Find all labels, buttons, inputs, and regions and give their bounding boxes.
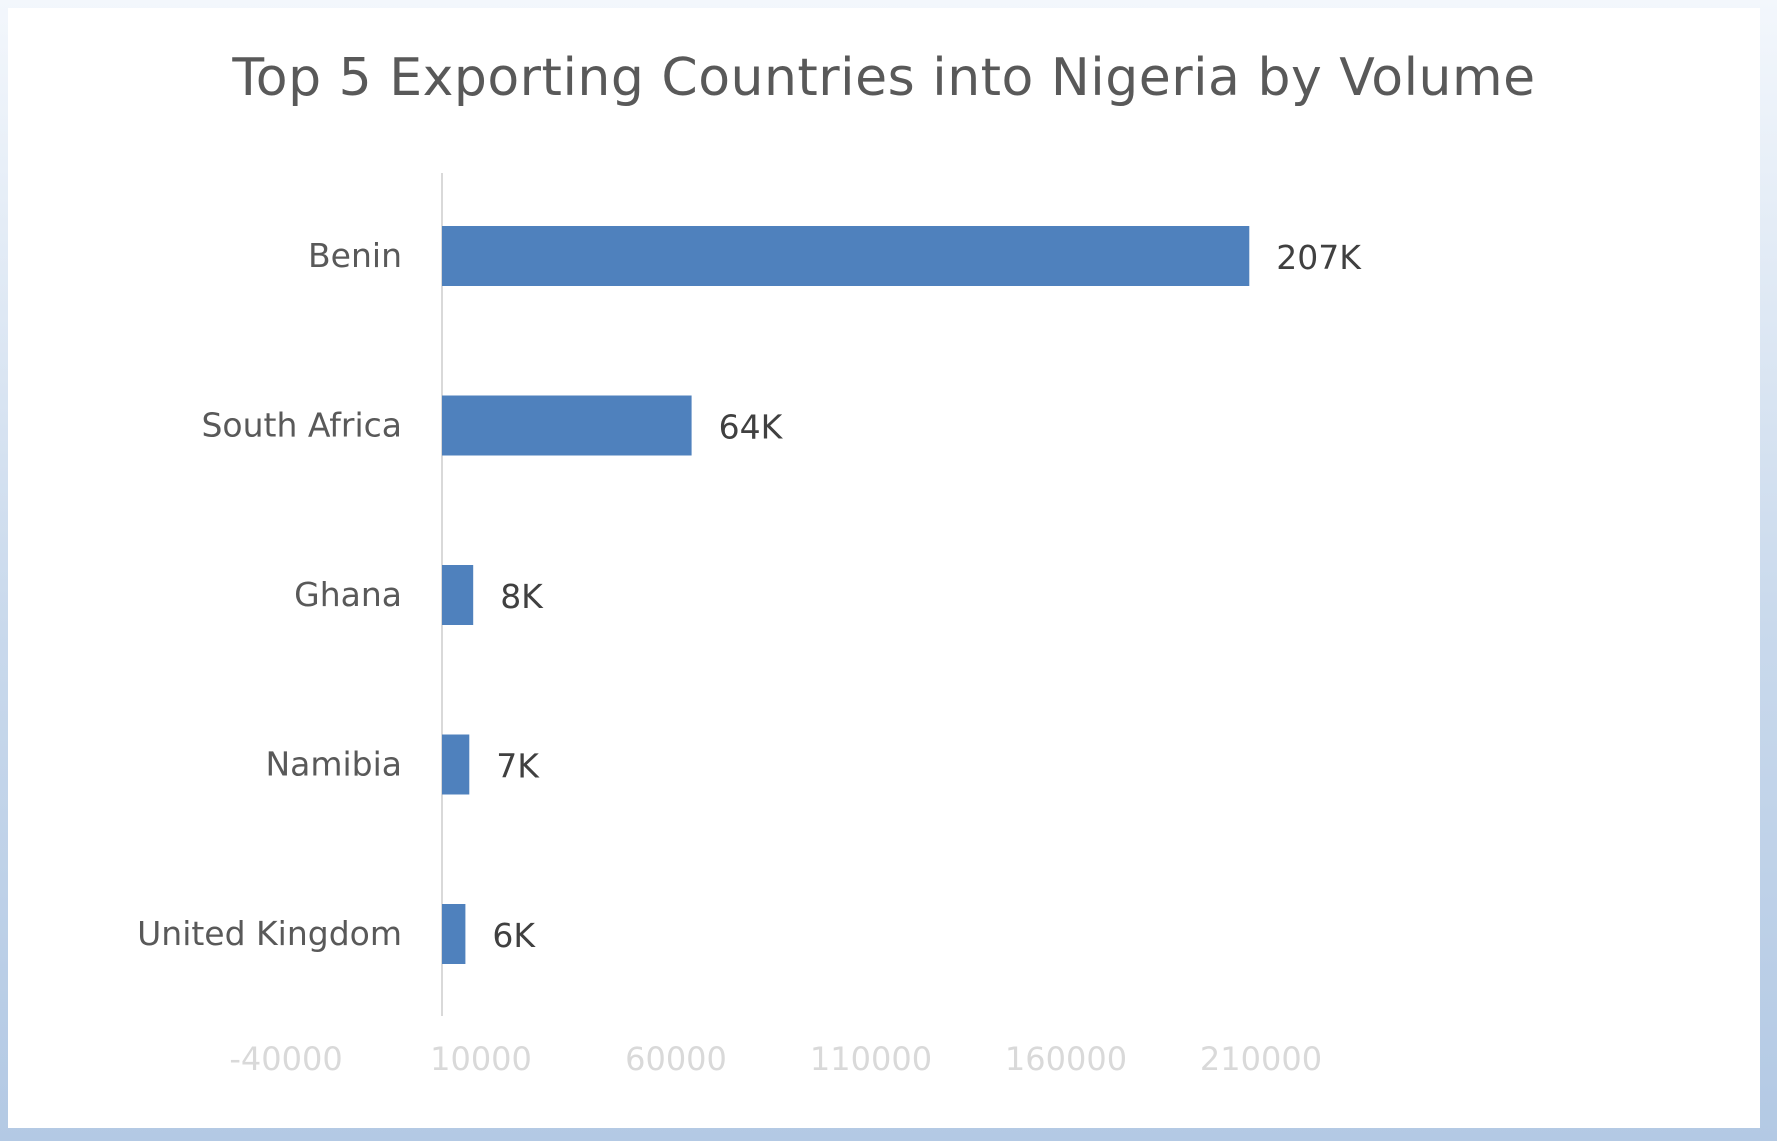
x-tick-label: 160000 bbox=[1005, 1040, 1127, 1078]
x-tick-label: 60000 bbox=[625, 1040, 727, 1078]
chart-title: Top 5 Exporting Countries into Nigeria b… bbox=[232, 48, 1536, 108]
category-label: South Africa bbox=[201, 406, 402, 445]
data-label: 7K bbox=[496, 747, 540, 786]
bar-benin bbox=[442, 226, 1250, 286]
bar-south-africa bbox=[442, 395, 692, 456]
category-label: United Kingdom bbox=[137, 914, 402, 953]
data-label: 207K bbox=[1276, 238, 1362, 277]
category-label: Namibia bbox=[265, 745, 402, 784]
category-label: Benin bbox=[308, 236, 402, 275]
bar-united-kingdom bbox=[442, 904, 466, 964]
data-label: 64K bbox=[719, 408, 784, 447]
chart-frame: Top 5 Exporting Countries into Nigeria b… bbox=[8, 8, 1760, 1128]
bar-ghana bbox=[442, 565, 474, 625]
category-label: Ghana bbox=[294, 575, 402, 614]
x-tick-label: 10000 bbox=[430, 1040, 532, 1078]
bar-namibia bbox=[442, 734, 470, 795]
chart-plot: Benin 207K South Africa 64K Ghana 8K Namibia 7K… bbox=[137, 173, 1362, 1078]
data-label: 6K bbox=[492, 916, 536, 955]
x-tick-label: 110000 bbox=[810, 1040, 932, 1078]
data-label: 8K bbox=[500, 577, 544, 616]
x-tick-label: -40000 bbox=[229, 1040, 342, 1078]
x-tick-label: 210000 bbox=[1200, 1040, 1322, 1078]
